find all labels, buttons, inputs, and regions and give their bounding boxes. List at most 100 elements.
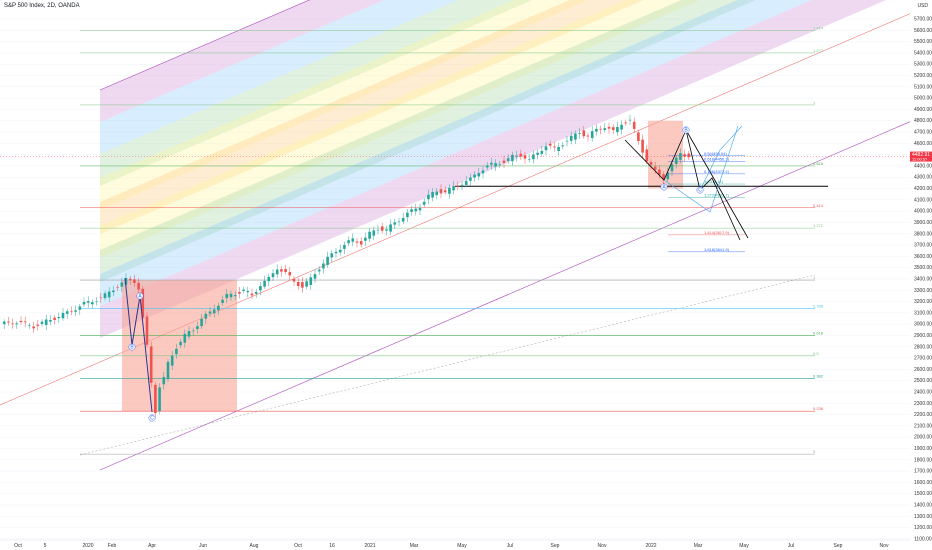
candle-body [343, 244, 346, 249]
price-tick-label: 2600.00 [914, 367, 932, 373]
candle-body [380, 226, 384, 231]
candle-body [494, 163, 497, 167]
time-tick-label: 2022 [645, 543, 656, 549]
candle-body [574, 133, 577, 140]
candle-body [271, 273, 275, 278]
candle-body [397, 221, 401, 223]
candle-body [40, 321, 44, 324]
candle-body [569, 135, 573, 141]
candle-body [452, 186, 455, 191]
wave-label-circle [696, 186, 704, 194]
fib-small-label: 1.414(3817.9) [704, 230, 730, 235]
candle-body [225, 293, 229, 299]
price-tick-label: 4700.00 [914, 130, 932, 136]
candle-body [204, 313, 208, 319]
price-tick-label: 5200.00 [914, 73, 932, 79]
candle-body [674, 157, 678, 164]
candle-body [460, 184, 464, 186]
candle-body [250, 293, 254, 296]
price-tick-label: 1200.00 [914, 525, 932, 531]
candle-body [645, 149, 649, 162]
candle-body [221, 299, 224, 303]
price-tick-label: 2000.00 [914, 435, 932, 441]
candle-body [313, 274, 317, 279]
candle-body [410, 209, 413, 212]
price-tick-label: 5100.00 [914, 84, 932, 90]
candle-body [162, 377, 166, 385]
candle-body [175, 348, 178, 355]
time-axis[interactable]: Oct 5 2020 Feb Apr Jun Aug Oct 16 2021 Mar May Jul Se… [0, 539, 910, 549]
candle-body [637, 132, 640, 141]
candle-body [590, 131, 594, 138]
price-tick-label: 5400.00 [914, 50, 932, 56]
candle-body [326, 256, 329, 265]
candle-body [23, 321, 27, 323]
wave-abc-covid [124, 277, 153, 413]
candle-body [372, 230, 376, 236]
candle-body [469, 177, 472, 181]
candle-body [145, 316, 149, 345]
current-price-label: 4482.91 [912, 152, 930, 158]
fib-level-label: 1 [813, 275, 816, 280]
price-tick-label: 3800.00 [914, 231, 932, 237]
price-tick-label: 1900.00 [914, 446, 932, 452]
time-tick-label: Apr [148, 543, 156, 549]
time-tick-label: Mar [694, 543, 703, 549]
candle-body [124, 278, 128, 285]
wave-label: A [660, 183, 668, 191]
candle-body [242, 289, 245, 291]
candle-body [595, 128, 598, 132]
candle-body [611, 127, 615, 131]
price-tick-label: 3000.00 [914, 322, 932, 328]
price-tick-label: 4800.00 [914, 118, 932, 124]
candle-body [19, 320, 23, 323]
fib-level-label: 1.272 [813, 48, 824, 53]
price-tick-label: 2700.00 [914, 356, 932, 362]
candle-body [200, 318, 203, 327]
price-tick-label: 3700.00 [914, 243, 932, 249]
price-tick-label: 3300.00 [914, 288, 932, 294]
wave-label-circle [128, 343, 136, 351]
candle-body [439, 189, 443, 194]
wave-label-text: A [138, 294, 142, 300]
fib-level-label: 0.786 [813, 303, 824, 308]
candlestick-series [2, 114, 691, 418]
fib-level-label: 1 [813, 100, 816, 105]
candle-body [246, 291, 250, 293]
time-tick-label: Sep [551, 543, 560, 549]
candle-body [305, 281, 308, 287]
candle-body [7, 321, 10, 323]
wave-label-text: C [150, 416, 154, 422]
candle-body [502, 160, 506, 163]
candle-body [599, 128, 602, 130]
candle-body [65, 311, 69, 314]
wave-label-circle [682, 126, 690, 134]
candle-body [44, 319, 48, 325]
fib-level-label: 1.414 [813, 25, 824, 30]
candle-body [687, 153, 691, 158]
candle-body [296, 281, 300, 287]
fib-level-label: 0.236 [813, 406, 824, 411]
candle-body [658, 169, 661, 175]
price-tick-label: 1700.00 [914, 469, 932, 475]
price-tick-label: 4100.00 [914, 197, 932, 203]
candle-body [624, 122, 628, 124]
price-tick-label: 2400.00 [914, 389, 932, 395]
time-tick-label: 2020 [82, 543, 93, 549]
wave-label: A [136, 292, 144, 300]
fib-small-label: 0.786(4372.4) [704, 169, 730, 174]
wave-label: C [148, 414, 156, 422]
candle-body [616, 126, 619, 133]
candle-body [553, 146, 556, 148]
candle-body [649, 162, 653, 165]
candle-body [561, 145, 565, 147]
candle-body [99, 297, 103, 299]
candle-body [11, 323, 14, 325]
candle-body [70, 311, 73, 312]
price-tick-label: 3200.00 [914, 299, 932, 305]
candle-body [28, 325, 31, 326]
candle-body [679, 153, 682, 160]
price-tick-label: 4600.00 [914, 141, 932, 147]
